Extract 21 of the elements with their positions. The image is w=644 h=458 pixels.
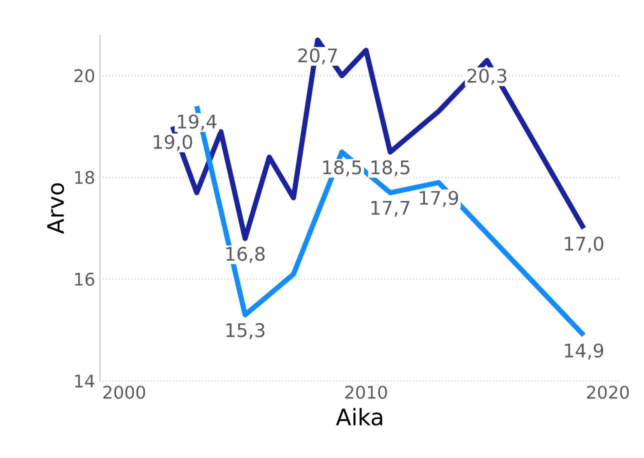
x-axis-title: Aika (336, 408, 382, 426)
data-label: 17,0 (564, 236, 604, 253)
y-tick-label: 18 (75, 170, 94, 184)
data-label: 19,0 (154, 134, 192, 151)
x-tick-label: 2010 (345, 386, 387, 399)
data-label: 20,3 (468, 68, 506, 85)
y-tick-label: 16 (75, 272, 94, 286)
y-axis-title: Arvo (47, 183, 64, 234)
data-label: 18,5 (372, 160, 410, 176)
y-tick-label: 20 (74, 69, 94, 82)
data-label: 18,5 (323, 160, 362, 176)
data-label: 17,9 (420, 190, 458, 207)
data-label: 17,7 (372, 201, 410, 217)
x-tick-label: 2020 (587, 386, 629, 399)
data-label: 19,4 (178, 114, 216, 131)
data-label: 16,8 (226, 246, 265, 263)
y-tick-label: 14 (75, 374, 94, 388)
data-label: 15,3 (226, 323, 264, 340)
data-label: 14,9 (564, 343, 604, 360)
data-label: 20,7 (298, 48, 337, 64)
x-tick-label: 2000 (103, 386, 146, 399)
